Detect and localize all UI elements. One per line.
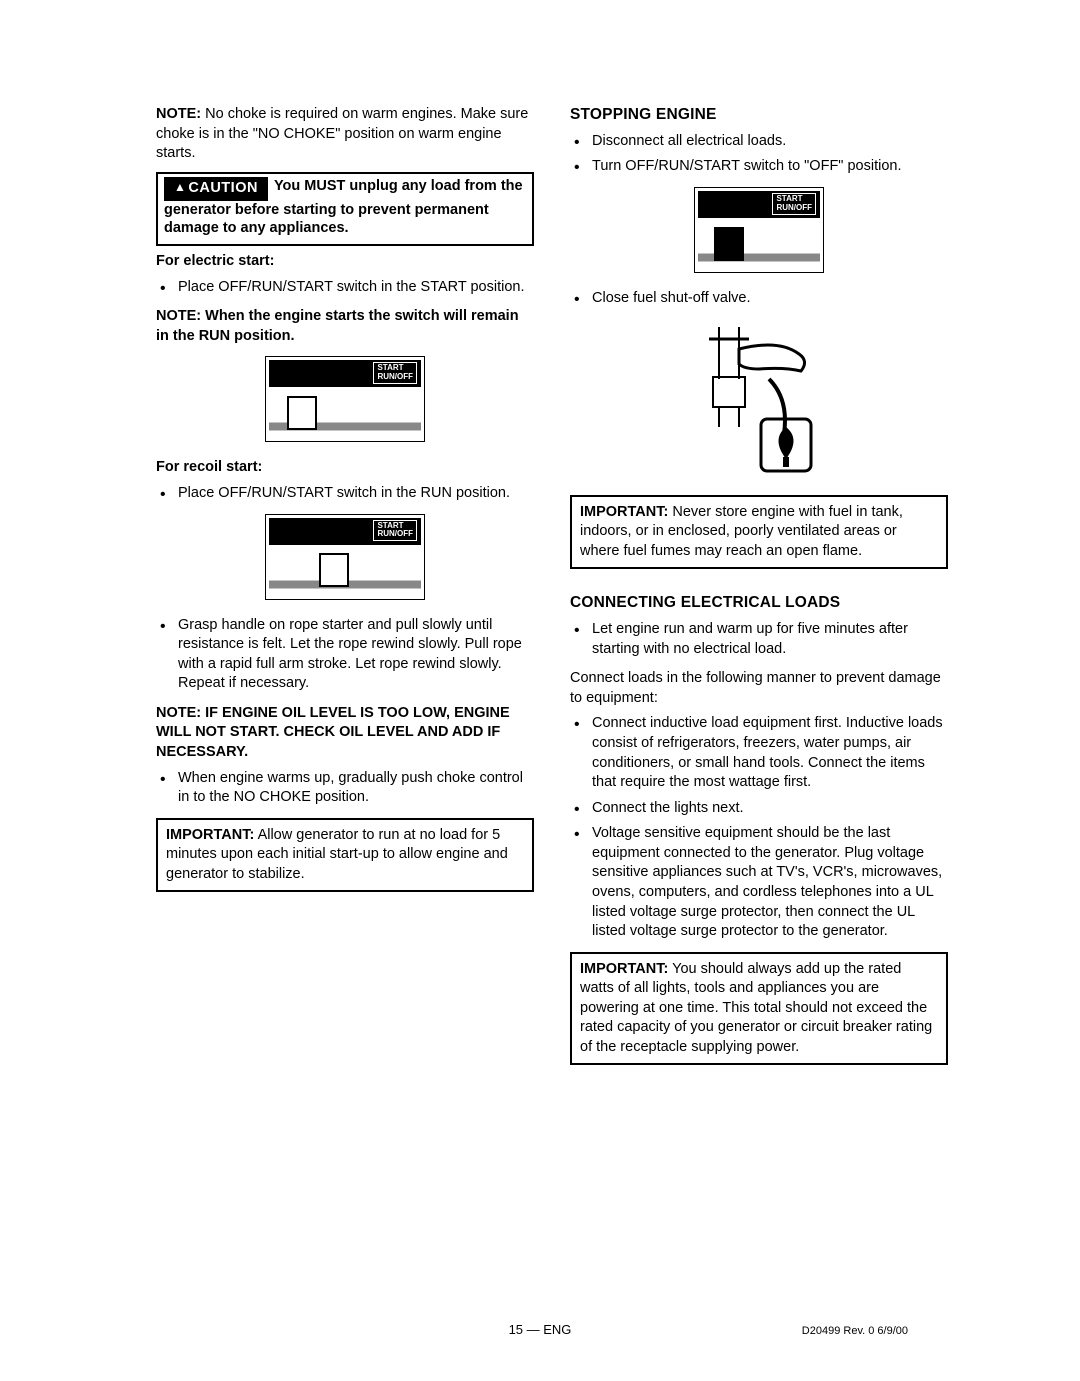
important-box-2: IMPORTANT: Never store engine with fuel …: [570, 495, 948, 570]
important-box-3: IMPORTANT: You should always add up the …: [570, 952, 948, 1066]
switch-diagram-1: START RUN/OFF: [265, 356, 425, 442]
connect-item-2: Connect inductive load equipment first. …: [592, 714, 948, 792]
recoil-list-2: Grasp handle on rope starter and pull sl…: [156, 616, 534, 694]
connect-list-1: Let engine run and warm up for five minu…: [570, 620, 948, 659]
note-2: NOTE: When the engine starts the switch …: [156, 307, 534, 346]
switch-labels-2a: START RUN/OFF: [373, 520, 417, 542]
connecting-title: CONNECTING ELECTRICAL LOADS: [570, 593, 948, 614]
switch-body-3: [698, 217, 820, 269]
left-column: NOTE: No choke is required on warm engin…: [156, 105, 534, 1075]
important-3-prefix: IMPORTANT:: [580, 961, 668, 977]
valve-svg: [689, 319, 829, 479]
switch-knob-2: [319, 553, 349, 587]
switch-diagram-1-wrap: START RUN/OFF: [156, 356, 534, 442]
electric-start-list: Place OFF/RUN/START switch in the START …: [156, 278, 534, 298]
warm-list: When engine warms up, gradually push cho…: [156, 769, 534, 808]
caution-label-text: CAUTION: [188, 180, 258, 196]
switch-knob-1: [287, 396, 317, 430]
stop-item-3: Close fuel shut-off valve.: [592, 289, 948, 309]
switch-diagram-2-wrap: START RUN/OFF: [156, 514, 534, 600]
note-3: NOTE: IF ENGINE OIL LEVEL IS TOO LOW, EN…: [156, 704, 534, 763]
footer-right: D20499 Rev. 0 6/9/00: [802, 1325, 908, 1337]
stop-list-2: Close fuel shut-off valve.: [570, 289, 948, 309]
recoil-start-title: For recoil start:: [156, 458, 534, 478]
recoil-item-1: Place OFF/RUN/START switch in the RUN po…: [178, 484, 534, 504]
switch-label-run-3: RUN/OFF: [776, 204, 812, 213]
switch-top-1: START RUN/OFF: [269, 360, 421, 386]
switch-top-2: START RUN/OFF: [269, 518, 421, 544]
electric-start-title: For electric start:: [156, 252, 534, 272]
switch-labels-1: START RUN/OFF: [373, 362, 417, 384]
stop-item-2: Turn OFF/RUN/START switch to "OFF" posit…: [592, 157, 948, 177]
connect-item-4: Voltage sensitive equipment should be th…: [592, 824, 948, 941]
important-box-1: IMPORTANT: Allow generator to run at no …: [156, 818, 534, 893]
switch-label-run-1: RUN/OFF: [377, 373, 413, 382]
switch-diagram-2: START RUN/OFF: [265, 514, 425, 600]
switch-body-1: [269, 386, 421, 438]
stop-item-1: Disconnect all electrical loads.: [592, 132, 948, 152]
recoil-list-1: Place OFF/RUN/START switch in the RUN po…: [156, 484, 534, 504]
warning-icon: ▲: [174, 180, 186, 196]
note-1-prefix: NOTE:: [156, 106, 201, 122]
recoil-item-2: Grasp handle on rope starter and pull sl…: [178, 616, 534, 694]
footer-center: 15 — ENG: [0, 1322, 1080, 1337]
stopping-title: STOPPING ENGINE: [570, 105, 948, 126]
valve-diagram: [689, 319, 829, 479]
warm-item: When engine warms up, gradually push cho…: [178, 769, 534, 808]
switch-labels-3: START RUN/OFF: [772, 193, 816, 215]
note-1-body: No choke is required on warm engines. Ma…: [156, 106, 528, 161]
caution-label: ▲CAUTION: [164, 177, 268, 201]
note-1: NOTE: No choke is required on warm engin…: [156, 105, 534, 164]
important-1-prefix: IMPORTANT:: [166, 827, 254, 843]
electric-start-item: Place OFF/RUN/START switch in the START …: [178, 278, 534, 298]
connect-lead: Connect loads in the following manner to…: [570, 669, 948, 708]
connect-item-3: Connect the lights next.: [592, 799, 948, 819]
switch-body-2: [269, 544, 421, 596]
switch-knob-3: [714, 227, 744, 261]
stop-list-1: Disconnect all electrical loads. Turn OF…: [570, 132, 948, 177]
right-column: STOPPING ENGINE Disconnect all electrica…: [570, 105, 948, 1075]
switch-diagram-3: START RUN/OFF: [694, 187, 824, 273]
page: NOTE: No choke is required on warm engin…: [0, 0, 1080, 1115]
connect-list-2: Connect inductive load equipment first. …: [570, 714, 948, 941]
switch-label-run-2: RUN/OFF: [377, 530, 413, 539]
switch-diagram-3-wrap: START RUN/OFF: [570, 187, 948, 273]
caution-box: ▲CAUTIONYou MUST unplug any load from th…: [156, 172, 534, 247]
switch-top-3: START RUN/OFF: [698, 191, 820, 217]
important-2-prefix: IMPORTANT:: [580, 504, 668, 520]
connect-item-1: Let engine run and warm up for five minu…: [592, 620, 948, 659]
valve-diagram-wrap: [570, 319, 948, 479]
